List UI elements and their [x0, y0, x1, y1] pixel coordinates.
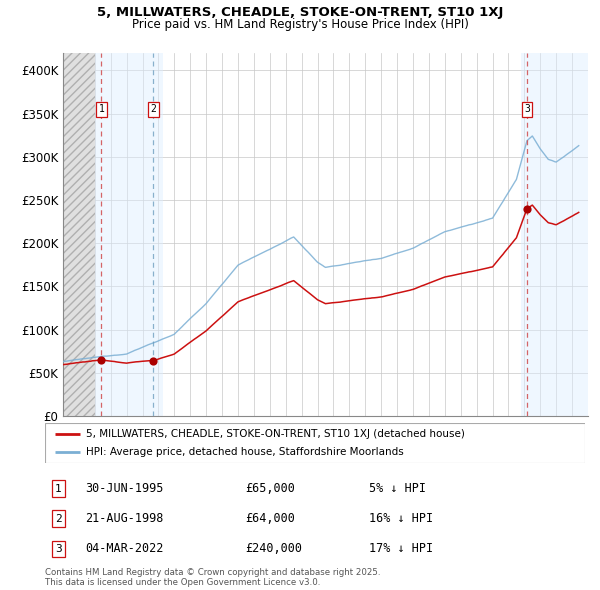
Text: 5, MILLWATERS, CHEADLE, STOKE-ON-TRENT, ST10 1XJ (detached house): 5, MILLWATERS, CHEADLE, STOKE-ON-TRENT, …: [86, 429, 464, 439]
Text: 3: 3: [524, 104, 530, 114]
Text: 17% ↓ HPI: 17% ↓ HPI: [369, 542, 433, 555]
Text: 21-AUG-1998: 21-AUG-1998: [86, 512, 164, 525]
Text: 16% ↓ HPI: 16% ↓ HPI: [369, 512, 433, 525]
Text: £240,000: £240,000: [245, 542, 302, 555]
Text: 04-MAR-2022: 04-MAR-2022: [86, 542, 164, 555]
Point: [148, 356, 158, 365]
Text: £64,000: £64,000: [245, 512, 295, 525]
Text: 1: 1: [55, 484, 62, 493]
Text: 30-JUN-1995: 30-JUN-1995: [86, 482, 164, 495]
Text: Price paid vs. HM Land Registry's House Price Index (HPI): Price paid vs. HM Land Registry's House …: [131, 18, 469, 31]
Text: 2: 2: [55, 514, 62, 524]
Bar: [521, 53, 588, 416]
Text: 2: 2: [150, 104, 156, 114]
Text: 3: 3: [55, 544, 62, 554]
Text: £65,000: £65,000: [245, 482, 295, 495]
Bar: [95, 53, 163, 416]
Text: 1: 1: [98, 104, 104, 114]
Bar: [63, 53, 95, 416]
Text: Contains HM Land Registry data © Crown copyright and database right 2025.
This d: Contains HM Land Registry data © Crown c…: [45, 568, 380, 587]
Point: [97, 355, 106, 365]
Point: [522, 204, 532, 214]
Text: HPI: Average price, detached house, Staffordshire Moorlands: HPI: Average price, detached house, Staf…: [86, 447, 403, 457]
Text: 5, MILLWATERS, CHEADLE, STOKE-ON-TRENT, ST10 1XJ: 5, MILLWATERS, CHEADLE, STOKE-ON-TRENT, …: [97, 6, 503, 19]
Text: 5% ↓ HPI: 5% ↓ HPI: [369, 482, 426, 495]
